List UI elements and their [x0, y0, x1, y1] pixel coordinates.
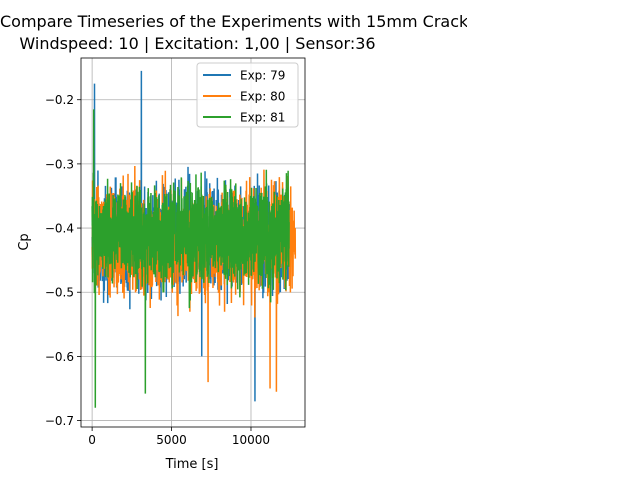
axes-frame [80, 57, 306, 428]
legend-entry-label: Exp: 79 [240, 69, 285, 83]
y-tick-label: −0.3 [45, 157, 74, 171]
series-line [91, 109, 290, 408]
y-tick-label: −0.6 [45, 350, 74, 364]
y-axis-label: Cp [17, 233, 32, 250]
y-tick-label: −0.7 [45, 414, 74, 428]
chart-title: Compare Timeseries of the Experiments wi… [0, 12, 467, 31]
x-tick-label: 10000 [232, 433, 270, 447]
x-tick-label: 5000 [156, 433, 187, 447]
y-tick-label: −0.2 [45, 93, 74, 107]
y-tick-label: −0.4 [45, 222, 74, 236]
x-tick-label: 0 [88, 433, 96, 447]
legend-box [196, 62, 299, 128]
legend: Exp: 79 Exp: 80 Exp: 81 [196, 62, 299, 128]
chart-subtitle: Windspeed: 10 | Excitation: 1,00 | Senso… [19, 34, 376, 53]
axes: 0 5000 10000 −0.7 −0.6 −0.5 −0.4 −0.3 −0.2 [45, 57, 306, 447]
legend-entry-label: Exp: 81 [240, 111, 285, 125]
x-axis-label: Time [s] [165, 457, 219, 472]
plot-area [91, 70, 297, 408]
y-tick-label: −0.5 [45, 286, 74, 300]
legend-entry-label: Exp: 80 [240, 90, 285, 104]
